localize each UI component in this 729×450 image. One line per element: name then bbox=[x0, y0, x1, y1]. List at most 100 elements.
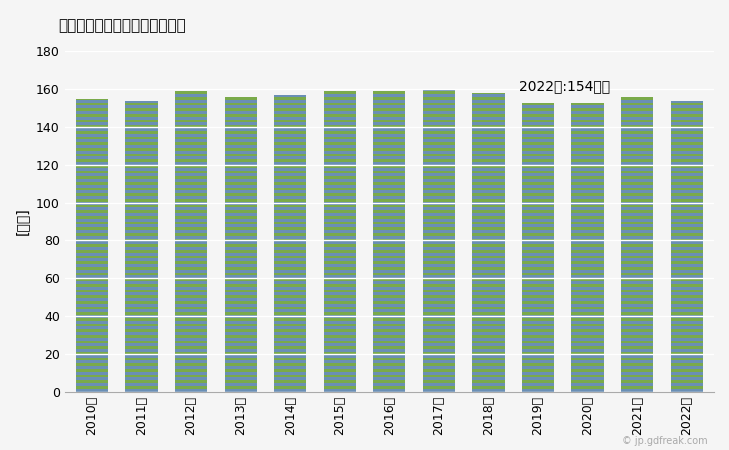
Bar bbox=[423, 103, 455, 105]
Bar bbox=[76, 275, 108, 278]
Bar bbox=[324, 221, 356, 225]
Bar bbox=[373, 261, 405, 264]
Bar bbox=[522, 179, 554, 182]
Bar bbox=[671, 233, 703, 236]
Bar bbox=[472, 241, 504, 244]
Bar bbox=[671, 184, 703, 188]
Bar bbox=[225, 312, 257, 315]
Bar bbox=[572, 210, 604, 213]
Bar bbox=[423, 120, 455, 122]
Bar bbox=[423, 352, 455, 355]
Bar bbox=[522, 321, 554, 324]
Bar bbox=[324, 324, 356, 326]
Bar bbox=[522, 153, 554, 156]
Bar bbox=[125, 275, 157, 278]
Bar bbox=[572, 188, 604, 190]
Bar bbox=[373, 219, 405, 221]
Bar bbox=[572, 238, 604, 241]
Bar bbox=[274, 205, 306, 207]
Bar bbox=[175, 372, 207, 374]
Bar bbox=[373, 193, 405, 196]
Bar bbox=[274, 233, 306, 236]
Bar bbox=[671, 287, 703, 289]
Bar bbox=[472, 318, 504, 321]
Bar bbox=[472, 188, 504, 190]
Bar bbox=[621, 117, 653, 120]
Bar bbox=[423, 298, 455, 301]
Bar bbox=[324, 205, 356, 207]
Bar bbox=[373, 233, 405, 236]
Bar bbox=[472, 264, 504, 267]
Bar bbox=[274, 261, 306, 264]
Bar bbox=[76, 295, 108, 298]
Bar bbox=[76, 261, 108, 264]
Bar bbox=[522, 335, 554, 338]
Bar bbox=[274, 247, 306, 250]
Bar bbox=[522, 105, 554, 108]
Bar bbox=[423, 105, 455, 108]
Bar bbox=[76, 165, 108, 168]
Bar bbox=[274, 256, 306, 258]
Bar bbox=[423, 140, 455, 142]
Bar bbox=[621, 122, 653, 125]
Bar bbox=[572, 159, 604, 162]
Bar bbox=[472, 117, 504, 120]
Bar bbox=[125, 145, 157, 148]
Bar bbox=[522, 151, 554, 153]
Bar bbox=[621, 103, 653, 105]
Bar bbox=[472, 380, 504, 383]
Bar bbox=[324, 193, 356, 196]
Bar bbox=[175, 247, 207, 250]
Bar bbox=[373, 355, 405, 358]
Bar bbox=[522, 273, 554, 275]
Bar bbox=[472, 372, 504, 374]
Bar bbox=[324, 162, 356, 165]
Bar bbox=[423, 225, 455, 227]
Bar bbox=[76, 176, 108, 179]
Bar bbox=[175, 355, 207, 358]
Bar bbox=[522, 380, 554, 383]
Bar bbox=[76, 278, 108, 281]
Bar bbox=[472, 199, 504, 202]
Bar bbox=[175, 196, 207, 199]
Bar bbox=[423, 179, 455, 182]
Bar bbox=[175, 315, 207, 318]
Bar bbox=[324, 355, 356, 358]
Bar bbox=[522, 238, 554, 241]
Bar bbox=[621, 378, 653, 380]
Bar bbox=[125, 241, 157, 244]
Bar bbox=[324, 120, 356, 122]
Bar bbox=[225, 352, 257, 355]
Bar bbox=[472, 295, 504, 298]
Bar bbox=[373, 213, 405, 216]
Bar bbox=[373, 258, 405, 261]
Bar bbox=[274, 273, 306, 275]
Bar bbox=[225, 310, 257, 312]
Bar bbox=[472, 159, 504, 162]
Bar bbox=[324, 380, 356, 383]
Bar bbox=[125, 366, 157, 369]
Bar bbox=[175, 349, 207, 352]
Bar bbox=[522, 312, 554, 315]
Text: 2022年:154時間: 2022年:154時間 bbox=[519, 79, 610, 93]
Bar bbox=[225, 156, 257, 159]
Bar bbox=[423, 389, 455, 392]
Bar bbox=[522, 168, 554, 171]
Bar bbox=[423, 273, 455, 275]
Bar bbox=[175, 264, 207, 267]
Bar bbox=[225, 329, 257, 332]
Bar bbox=[423, 89, 455, 91]
Bar bbox=[423, 343, 455, 346]
Bar bbox=[621, 264, 653, 267]
Bar bbox=[76, 366, 108, 369]
Bar bbox=[373, 140, 405, 142]
Bar bbox=[572, 108, 604, 111]
Bar bbox=[76, 267, 108, 270]
Bar bbox=[225, 233, 257, 236]
Bar bbox=[274, 372, 306, 374]
Bar bbox=[522, 275, 554, 278]
Bar bbox=[125, 142, 157, 145]
Bar bbox=[671, 151, 703, 153]
Bar bbox=[125, 111, 157, 114]
Bar bbox=[572, 221, 604, 225]
